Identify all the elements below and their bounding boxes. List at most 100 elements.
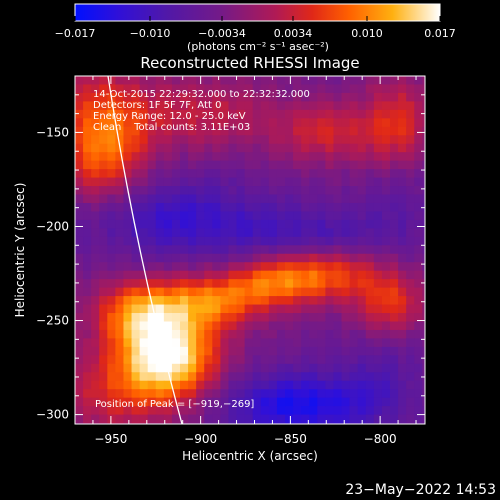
- heatmap-cell: [196, 279, 205, 289]
- heatmap-cell: [196, 202, 205, 213]
- heatmap-cell: [260, 389, 270, 399]
- heatmap-cell: [236, 414, 246, 424]
- heatmap-cell: [373, 389, 383, 399]
- heatmap-cell: [301, 363, 310, 373]
- heatmap-cell: [301, 228, 310, 238]
- heatmap-cell: [414, 143, 423, 153]
- heatmap-cell: [123, 346, 133, 356]
- heatmap-cell: [341, 211, 351, 221]
- heatmap-cell: [333, 92, 343, 102]
- heatmap-cell: [99, 160, 108, 170]
- heatmap-cell: [349, 169, 359, 179]
- heatmap-cell: [236, 279, 246, 289]
- heatmap-cell: [293, 279, 302, 289]
- heatmap-cell: [123, 211, 133, 221]
- heatmap-cell: [349, 186, 359, 196]
- heatmap-cell: [390, 101, 399, 111]
- heatmap-cell: [260, 169, 270, 179]
- heatmap-cell: [155, 355, 165, 365]
- heatmap-cell: [180, 389, 189, 399]
- heatmap-cell: [83, 397, 92, 407]
- heatmap-cell: [341, 414, 351, 424]
- heatmap-cell: [276, 219, 286, 229]
- heatmap-cell: [188, 355, 197, 365]
- heatmap-cell: [357, 262, 367, 272]
- heatmap-cell: [228, 346, 238, 356]
- heatmap-cell: [188, 389, 197, 399]
- heatmap-cell: [309, 329, 318, 340]
- heatmap-cell: [228, 380, 238, 390]
- heatmap-cell: [147, 414, 157, 424]
- heatmap-cell: [357, 389, 367, 399]
- heatmap-cell: [163, 109, 173, 119]
- heatmap-cell: [341, 279, 351, 289]
- heatmap-cell: [365, 160, 375, 170]
- heatmap-cell: [220, 160, 230, 170]
- heatmap-cell: [180, 202, 189, 213]
- heatmap-cell: [390, 76, 399, 86]
- heatmap-cell: [99, 346, 108, 356]
- heatmap-cell: [422, 253, 425, 263]
- heatmap-cell: [91, 194, 100, 204]
- heatmap-cell: [115, 92, 125, 102]
- heatmap-cell: [171, 228, 181, 238]
- heatmap-cell: [228, 160, 238, 170]
- heatmap-cell: [115, 397, 125, 407]
- heatmap-cell: [268, 304, 278, 314]
- heatmap-cell: [83, 109, 92, 119]
- heatmap-cell: [212, 414, 221, 424]
- heatmap-cell: [236, 406, 246, 416]
- heatmap-cell: [293, 329, 302, 340]
- heatmap-cell: [333, 338, 343, 348]
- heatmap-cell: [228, 321, 238, 331]
- heatmap-cell: [204, 228, 213, 238]
- heatmap-cell: [99, 389, 108, 399]
- heatmap-cell: [373, 186, 383, 196]
- heatmap-cell: [381, 118, 391, 128]
- heatmap-cell: [406, 135, 415, 145]
- heatmap-cell: [422, 126, 425, 136]
- heatmap-cell: [91, 219, 100, 229]
- heatmap-cell: [147, 245, 157, 255]
- heatmap-cell: [236, 101, 246, 111]
- heatmap-cell: [123, 109, 133, 119]
- heatmap-cell: [180, 406, 189, 416]
- heatmap-cell: [276, 228, 286, 238]
- heatmap-cell: [204, 414, 213, 424]
- heatmap-cell: [260, 236, 270, 246]
- heatmap-cell: [365, 406, 375, 416]
- heatmap-cell: [155, 338, 165, 348]
- heatmap-cell: [131, 262, 141, 272]
- heatmap-cell: [75, 169, 84, 179]
- heatmap-cell: [276, 186, 286, 196]
- heatmap-cell: [220, 245, 230, 255]
- heatmap-cell: [398, 414, 407, 424]
- heatmap-cell: [381, 279, 391, 289]
- heatmap-cell: [260, 92, 270, 102]
- heatmap-cell: [285, 262, 294, 272]
- heatmap-cell: [180, 101, 189, 111]
- heatmap-cell: [357, 296, 367, 306]
- heatmap-cell: [220, 329, 230, 340]
- heatmap-cell: [83, 84, 92, 94]
- heatmap-cell: [325, 279, 335, 289]
- heatmap-cell: [171, 118, 181, 128]
- axis-ticks: [75, 76, 425, 424]
- heatmap-cell: [188, 296, 197, 306]
- heatmap-cell: [228, 279, 238, 289]
- heatmap-cell: [139, 177, 149, 187]
- heatmap-cell: [155, 389, 165, 399]
- heatmap-cell: [212, 313, 221, 323]
- heatmap-cell: [365, 304, 375, 314]
- heatmap-cell: [365, 270, 375, 280]
- heatmap-cell: [390, 169, 399, 179]
- heatmap-cell: [373, 202, 383, 213]
- heatmap-cell: [220, 211, 230, 221]
- heatmap-cell: [236, 397, 246, 407]
- heatmap-cell: [91, 253, 100, 263]
- heatmap-cell: [414, 346, 423, 356]
- heatmap-cell: [276, 211, 286, 221]
- heatmap-cell: [204, 279, 213, 289]
- heatmap-cell: [147, 152, 157, 162]
- heatmap-cell: [276, 152, 286, 162]
